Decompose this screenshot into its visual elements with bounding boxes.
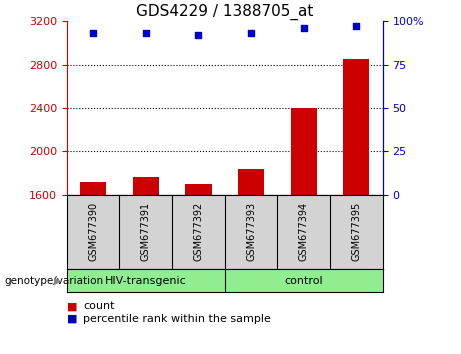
Bar [238,169,264,195]
Point [195,32,202,38]
Text: GSM677395: GSM677395 [351,202,361,262]
Point [353,24,360,29]
Text: ■: ■ [67,301,77,311]
Bar [343,59,369,195]
Text: control: control [284,275,323,286]
Text: GSM677393: GSM677393 [246,202,256,262]
Text: ▶: ▶ [54,275,61,286]
Text: GSM677392: GSM677392 [194,202,203,262]
Bar [80,182,106,195]
Text: GSM677394: GSM677394 [299,202,309,262]
Text: genotype/variation: genotype/variation [5,275,104,286]
Point [300,25,307,31]
Bar [133,177,159,195]
Point [142,30,149,36]
Text: GSM677391: GSM677391 [141,202,151,262]
Text: ■: ■ [67,314,77,324]
Text: count: count [83,301,114,311]
Title: GDS4229 / 1388705_at: GDS4229 / 1388705_at [136,4,313,20]
Text: GSM677390: GSM677390 [88,202,98,262]
Bar [185,184,212,195]
Text: percentile rank within the sample: percentile rank within the sample [83,314,271,324]
Bar [290,108,317,195]
Point [89,30,97,36]
Point [248,30,255,36]
Text: HIV-transgenic: HIV-transgenic [105,275,187,286]
